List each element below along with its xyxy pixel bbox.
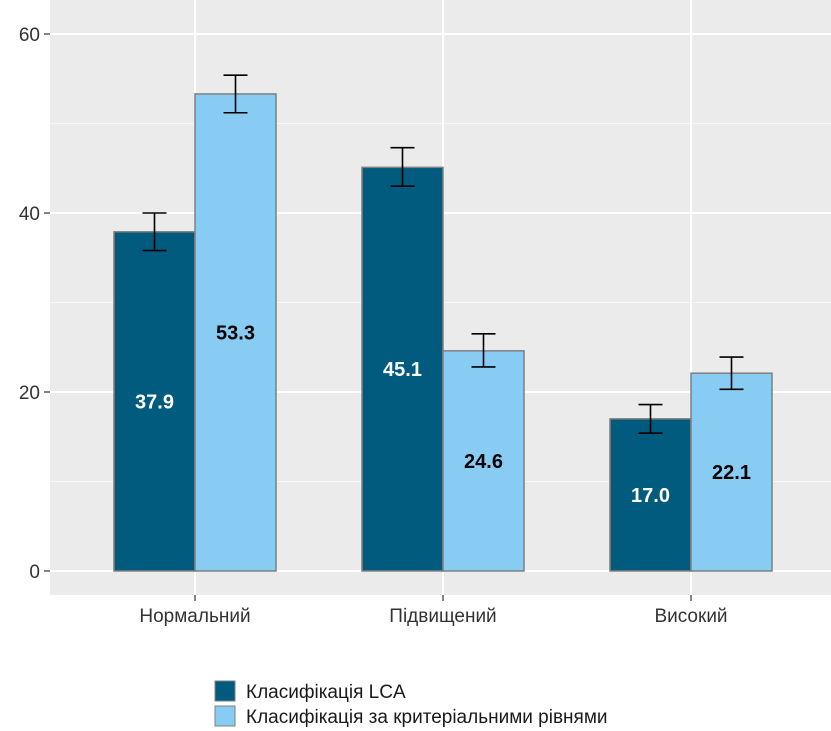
data-label: 37.9 bbox=[135, 391, 174, 413]
legend: Класифікація LCA Класифікація за критері… bbox=[214, 680, 608, 728]
bar bbox=[442, 350, 525, 572]
data-label: 53.3 bbox=[216, 322, 255, 344]
y-axis: 0 20 40 60 bbox=[19, 25, 50, 583]
error-bar bbox=[223, 74, 248, 114]
x-axis: Нормальний Підвищений Високий bbox=[139, 595, 728, 627]
data-label: 24.6 bbox=[464, 451, 503, 473]
bar bbox=[361, 166, 444, 572]
bar bbox=[194, 93, 277, 572]
bars bbox=[113, 93, 773, 572]
error-bar bbox=[719, 356, 744, 391]
error-bar bbox=[638, 403, 663, 434]
x-tick-label: Підвищений bbox=[389, 606, 496, 627]
bar bbox=[609, 418, 692, 572]
data-labels: 37.9 45.1 17.0 53.3 24.6 22.1 bbox=[135, 322, 751, 506]
data-label: 22.1 bbox=[712, 462, 751, 484]
data-label: 17.0 bbox=[631, 485, 670, 507]
y-tick-label: 0 bbox=[29, 562, 40, 583]
legend-swatch-criteria bbox=[214, 705, 236, 727]
error-bar bbox=[471, 333, 496, 368]
legend-swatch-lca bbox=[214, 680, 236, 702]
y-tick-label: 60 bbox=[19, 25, 40, 46]
x-tick-label: Високий bbox=[654, 606, 727, 627]
error-bar bbox=[142, 212, 167, 252]
legend-label-criteria: Класифікація за критеріальними рівнями bbox=[246, 707, 608, 728]
legend-label-lca: Класифікація LCA bbox=[246, 682, 406, 703]
bar bbox=[690, 372, 773, 572]
error-bar bbox=[390, 146, 415, 187]
data-label: 45.1 bbox=[383, 359, 422, 381]
error-bars bbox=[142, 74, 744, 434]
y-tick-label: 20 bbox=[19, 383, 40, 404]
bar bbox=[113, 231, 196, 572]
y-tick-label: 40 bbox=[19, 204, 40, 225]
x-tick-label: Нормальний bbox=[139, 606, 250, 627]
